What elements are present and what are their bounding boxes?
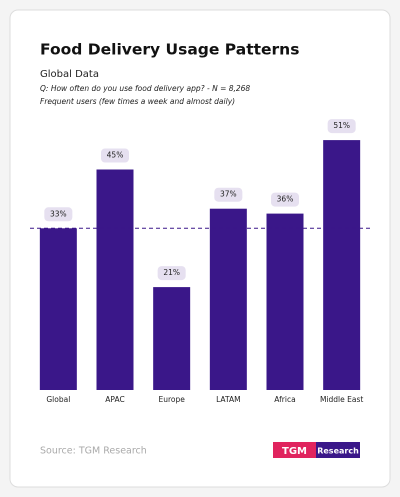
value-label: 36% [277,195,294,204]
x-tick-label: Europe [158,395,185,404]
question: Q: How often do you use food delivery ap… [40,84,250,93]
value-label: 37% [220,190,237,199]
x-tick-label: LATAM [216,395,241,404]
value-label: 45% [107,151,124,160]
x-tick-label: APAC [105,395,124,404]
value-label: 21% [163,268,180,277]
bar [266,213,304,390]
bar [209,208,247,390]
x-tick-label: Global [46,395,70,404]
source: Source: TGM Research [40,446,147,457]
x-tick-label: Africa [274,395,295,404]
chart-subtitle: Global Data [40,69,99,80]
value-label-bg [157,266,186,281]
logo-text: Research [317,447,359,456]
note: Frequent users (few times a week and alm… [40,97,235,106]
chart-title: Food Delivery Usage Patterns [40,41,299,59]
value-label-bg [101,148,129,163]
value-label-bg [214,187,243,202]
logo-mark-bg [273,442,316,458]
value-label: 51% [333,121,350,130]
bar [323,140,361,390]
value-label-bg [44,207,73,222]
bar [153,287,191,390]
logo-mark: TGM [282,446,307,457]
x-tick-label: Middle East [320,395,363,404]
value-label: 33% [50,209,67,218]
bar [39,228,77,390]
logo-text-bg [316,442,360,458]
bar [96,169,134,390]
value-label-bg [327,119,356,134]
value-label-bg [271,192,299,207]
